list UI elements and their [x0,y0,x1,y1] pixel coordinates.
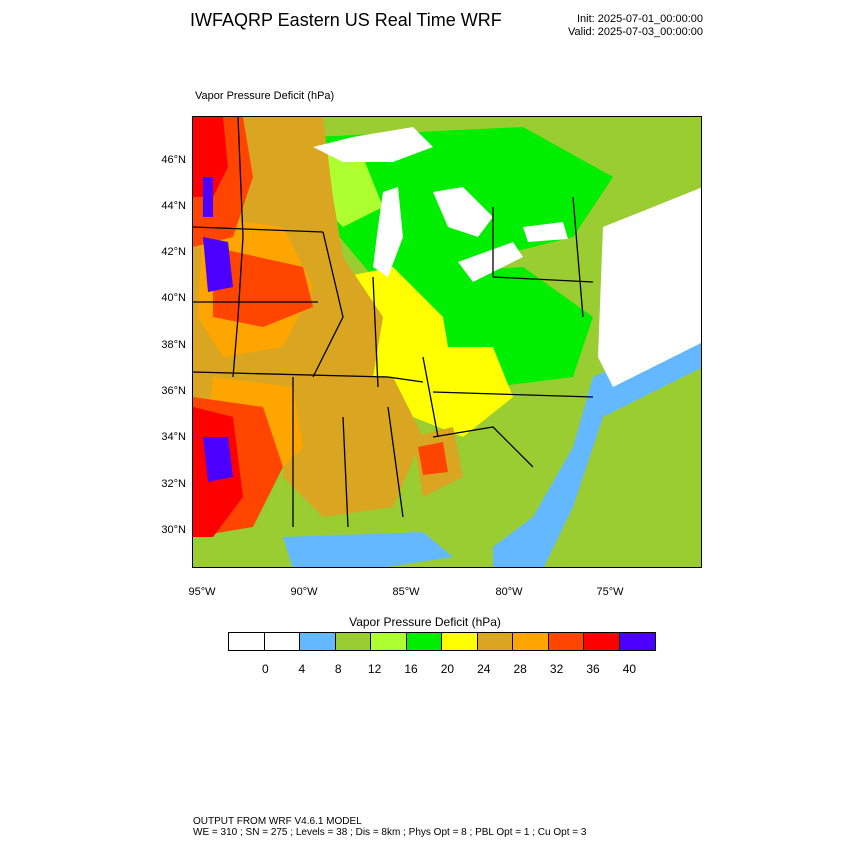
lon-tick: 75°W [596,586,624,598]
lat-tick: 44°N [161,200,186,212]
colorbar-label: 16 [404,662,418,676]
gulf-water [283,532,453,567]
init-time: Init: 2025-07-01_00:00:00 [577,13,703,25]
purple-north [203,177,213,217]
colorbar-swatch [335,633,371,650]
ocean-land-shade [543,368,701,567]
lon-tick: 85°W [392,586,420,598]
colorbar-label: 36 [586,662,600,676]
field-label: Vapor Pressure Deficit (hPa) [195,90,335,102]
tan-region-south [283,377,423,517]
colorbar-swatch [442,633,478,650]
model-config: WE = 310 ; SN = 275 ; Levels = 38 ; Dis … [193,827,587,838]
lon-tick: 80°W [495,586,523,598]
colorbar-swatch [300,633,336,650]
map-panel [192,116,702,568]
colorbar-label: 12 [367,662,382,676]
lake-superior [313,127,433,162]
lat-tick: 32°N [161,478,186,490]
lat-tick: 42°N [161,246,186,258]
colorbar-label: 28 [513,662,527,676]
vpd-map [193,117,701,567]
model-version: OUTPUT FROM WRF V4.6.1 MODEL [193,816,362,827]
lake-ontario [523,222,568,242]
lat-tick: 36°N [161,385,186,397]
purple-nebraska [203,237,233,292]
lake-huron [433,187,493,237]
colorbar-label: 8 [334,662,342,676]
colorbar-swatch [477,633,513,650]
lon-tick: 95°W [188,586,216,598]
colorbar-label: 32 [549,662,564,676]
colorbar-swatch [513,633,549,650]
ocean-nodata [598,187,701,387]
purple-texas [203,437,233,482]
colorbar-label: 4 [298,662,306,676]
colorbar-swatch [229,633,265,650]
plot-title: IWFAQRP Eastern US Real Time WRF [190,10,502,30]
lon-tick: 90°W [290,586,318,598]
lat-tick: 46°N [161,154,186,166]
time-info: Init: 2025-07-01_00:00:00 Valid: 2025-07… [568,13,703,39]
colorbar-label: 20 [440,662,455,676]
colorbar-swatch [619,633,655,650]
lake-michigan [373,187,403,277]
lake-erie [458,242,523,282]
colorbar-swatch [371,633,407,650]
orange-red-ga [418,442,448,475]
colorbar [228,632,656,651]
colorbar-label: 24 [477,662,491,676]
red-north [193,117,228,197]
colorbar-swatch [264,633,300,650]
yellow-region-south [413,347,513,437]
colorbar-title: Vapor Pressure Deficit (hPa) [349,615,501,629]
colorbar-label: 40 [622,662,637,676]
lat-tick: 38°N [161,339,186,351]
model-info: OUTPUT FROM WRF V4.6.1 MODEL WE = 310 ; … [193,816,586,838]
colorbar-swatch [548,633,584,650]
valid-time: Valid: 2025-07-03_00:00:00 [568,26,703,38]
lat-tick: 34°N [161,431,186,443]
colorbar-label: 0 [262,662,269,676]
colorbar-swatch [584,633,620,650]
colorbar-swatch [406,633,442,650]
state-borders [193,117,594,528]
lat-tick: 40°N [161,292,186,304]
lat-tick: 30°N [161,524,186,536]
